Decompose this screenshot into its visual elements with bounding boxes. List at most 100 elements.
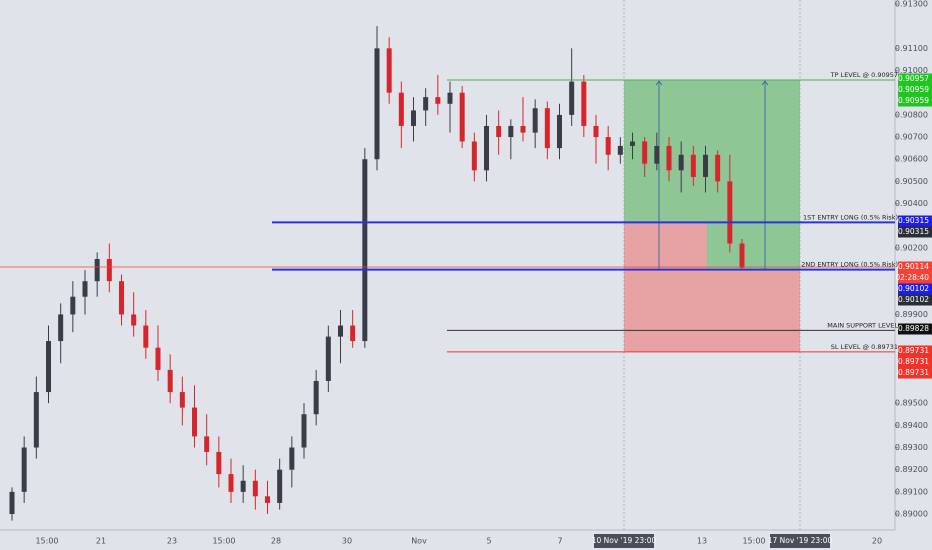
candle-body bbox=[715, 154, 721, 182]
candle-body bbox=[678, 154, 684, 171]
arrow-head bbox=[655, 80, 663, 86]
candle-body bbox=[338, 325, 343, 337]
candle-body bbox=[471, 141, 477, 171]
position-zone bbox=[707, 222, 800, 270]
y-tick-label: 0.90700 bbox=[895, 133, 928, 142]
candle-body bbox=[167, 369, 173, 393]
y-tick-label: 0.89200 bbox=[895, 465, 928, 474]
x-tick-label: 15:00 bbox=[35, 537, 58, 546]
candle-body bbox=[520, 125, 526, 133]
date-box bbox=[594, 534, 654, 548]
y-tick-label: 0.91100 bbox=[895, 44, 928, 53]
level-label: 2ND ENTRY LONG (0.5% Risk) bbox=[801, 261, 898, 269]
candle-body bbox=[508, 125, 514, 138]
price-box bbox=[898, 226, 932, 238]
level-label: MAIN SUPPORT LEVEL bbox=[827, 321, 898, 329]
level-label: 1ST ENTRY LONG (0.5% Risk) bbox=[803, 213, 898, 221]
x-tick-label: Nov bbox=[411, 537, 427, 546]
candle-body bbox=[605, 137, 611, 155]
candle-body bbox=[569, 81, 575, 115]
candle-body bbox=[484, 125, 489, 171]
current-price-label: 0.90114 bbox=[898, 262, 929, 271]
price-box bbox=[898, 356, 932, 368]
candle-body bbox=[544, 108, 550, 149]
position-zone bbox=[707, 269, 800, 352]
current-price-box bbox=[898, 261, 932, 284]
price-box-label: 0.90102 bbox=[898, 284, 929, 293]
price-box bbox=[898, 95, 932, 107]
level-layer: TP LEVEL @ 0.90957 1ST ENTRY LONG (0.5% R… bbox=[0, 71, 898, 353]
y-tick-label: 0.89300 bbox=[895, 443, 928, 452]
x-tick-label: 23 bbox=[167, 537, 177, 546]
y-tick-label: 0.89400 bbox=[895, 421, 928, 430]
candle-body bbox=[301, 414, 307, 448]
candle-body bbox=[216, 451, 222, 475]
candle-body bbox=[459, 92, 465, 142]
candle-body bbox=[374, 48, 380, 160]
candle-body bbox=[192, 407, 197, 437]
candles bbox=[9, 26, 745, 521]
price-box-label: 0.89828 bbox=[898, 324, 929, 333]
y-tick-label: 0.90200 bbox=[895, 243, 928, 252]
y-tick-label: 0.90600 bbox=[895, 155, 928, 164]
price-box bbox=[898, 215, 932, 227]
x-tick-label: 13 bbox=[697, 537, 707, 546]
candle-body bbox=[82, 281, 88, 297]
candle-body bbox=[106, 259, 112, 282]
y-tick-label: 0.90500 bbox=[895, 177, 928, 186]
candle-body bbox=[386, 48, 392, 93]
y-tick-label: 0.90800 bbox=[895, 110, 928, 119]
candle-body bbox=[265, 496, 270, 503]
candle-body bbox=[58, 314, 64, 342]
arrow-head bbox=[761, 80, 769, 86]
x-tick-label: 30 bbox=[342, 537, 352, 546]
price-box-label: 0.89731 bbox=[898, 368, 929, 377]
candle-body bbox=[727, 181, 733, 244]
date-label: 10 Nov '19 23:00 bbox=[592, 536, 657, 545]
price-box-label: 0.89731 bbox=[898, 357, 929, 366]
candle-body bbox=[277, 469, 283, 503]
candle-body bbox=[532, 108, 538, 133]
y-tick-label: 0.91000 bbox=[895, 66, 928, 75]
candle-body bbox=[654, 145, 660, 164]
position-zone bbox=[624, 222, 707, 352]
candle-body bbox=[703, 154, 708, 177]
price-box bbox=[898, 84, 932, 96]
candle-body bbox=[70, 296, 76, 315]
candle-body bbox=[411, 110, 416, 126]
date-label: 17 Nov '19 23:00 bbox=[768, 536, 833, 545]
level-label: SL LEVEL @ 0.89731 bbox=[831, 343, 898, 351]
candle-body bbox=[350, 325, 356, 342]
candle-body bbox=[119, 281, 124, 315]
price-box-label: 0.90957 bbox=[898, 74, 929, 83]
candle-body bbox=[362, 159, 368, 342]
candle-body bbox=[155, 347, 161, 370]
x-tick-label: 7 bbox=[557, 537, 562, 546]
x-tick-label: 28 bbox=[271, 537, 281, 546]
x-tick-label: 15:00 bbox=[212, 537, 235, 546]
candle-body bbox=[325, 336, 331, 381]
candle-body bbox=[289, 447, 295, 470]
price-box bbox=[898, 73, 932, 85]
candle-body bbox=[642, 141, 648, 164]
y-tick-label: 0.89000 bbox=[895, 510, 928, 519]
candle-body bbox=[179, 392, 185, 408]
price-box bbox=[898, 345, 932, 357]
candle-body bbox=[630, 141, 635, 146]
candle-body bbox=[739, 243, 745, 268]
candle-body bbox=[143, 325, 149, 348]
candle-body bbox=[447, 92, 453, 104]
candle-body bbox=[9, 491, 15, 515]
y-tick-label: 0.91300 bbox=[895, 0, 928, 8]
candle-body bbox=[617, 145, 623, 155]
candle-body bbox=[252, 480, 258, 497]
x-tick-label: 21 bbox=[96, 537, 106, 546]
price-box-label: 0.89731 bbox=[898, 346, 929, 355]
candle-body bbox=[398, 92, 404, 126]
candle-body bbox=[240, 480, 246, 492]
level-label: TP LEVEL @ 0.90957 bbox=[830, 71, 898, 79]
price-box-label: 0.90102 bbox=[898, 295, 929, 304]
position-zone bbox=[624, 80, 800, 223]
candle-body bbox=[131, 314, 137, 326]
